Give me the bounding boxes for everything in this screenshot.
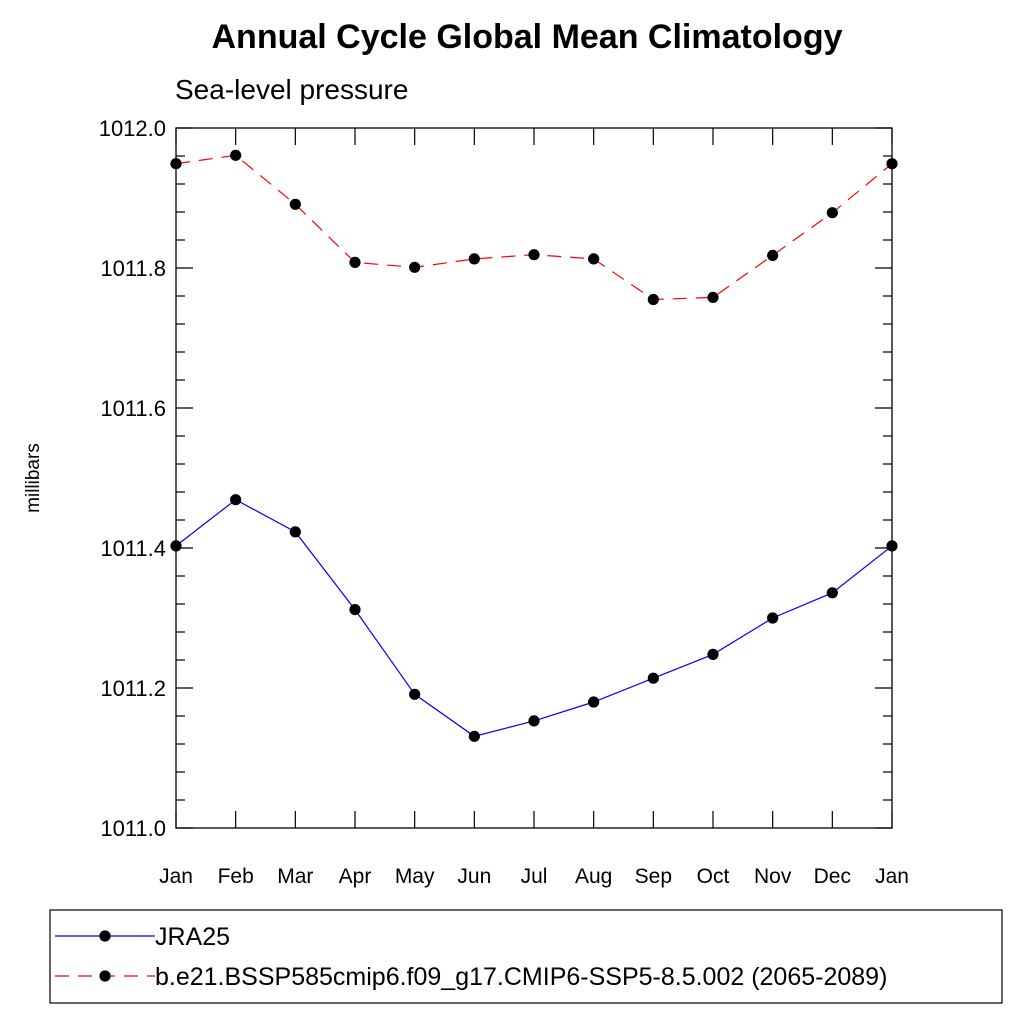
series-2-point <box>289 198 301 210</box>
series-1-point <box>468 730 480 742</box>
x-tick-label: May <box>395 865 435 888</box>
series-1-point <box>767 612 779 624</box>
legend: JRA25 b.e21.BSSP585cmip6.f09_g17.CMIP6-S… <box>49 909 1003 1004</box>
x-tick-label: Nov <box>754 865 792 888</box>
y-tick-label: 1011.6 <box>100 396 166 421</box>
x-tick-label: Apr <box>339 865 372 888</box>
series-2-point <box>707 291 719 303</box>
series-1-point <box>588 696 600 708</box>
series-2-point <box>170 158 182 170</box>
y-tick-label: 1011.2 <box>100 676 166 701</box>
series-1-point <box>707 648 719 661</box>
y-tick-label: 1011.8 <box>100 256 166 281</box>
x-tick-label: Mar <box>277 865 313 888</box>
x-tick-label: Jan <box>875 865 909 888</box>
legend-entry-1: JRA25 <box>55 923 230 951</box>
series-layer <box>170 149 898 742</box>
series-2-point <box>528 249 540 261</box>
series-1-point <box>230 494 242 506</box>
x-tick-label: Dec <box>814 865 851 888</box>
series-line-1 <box>175 498 893 737</box>
legend-box <box>49 909 1003 1004</box>
series-2-point <box>588 253 600 265</box>
y-axis: 1011.0 1011.2 1011.4 1011.6 1011.8 1012.0 <box>99 116 892 841</box>
x-tick-label: Jan <box>159 865 193 888</box>
legend-label-2: b.e21.BSSP585cmip6.f09_g17.CMIP6-SSP5-8.… <box>155 963 887 991</box>
series-2-point <box>349 256 361 268</box>
legend-label-1: JRA25 <box>155 923 230 951</box>
x-tick-label: Feb <box>218 865 254 888</box>
x-tick-label: Oct <box>697 865 730 888</box>
series-1-point <box>826 587 838 599</box>
series-2-point <box>230 149 242 161</box>
series-line-2 <box>175 154 893 301</box>
x-axis: Jan Feb Mar Apr May Jun Jul Aug Sep Oct Nov Dec Jan <box>159 128 909 888</box>
y-tick-label: 1011.4 <box>100 536 166 561</box>
series-2-point <box>647 293 659 306</box>
series-2-point <box>409 261 421 273</box>
chart-title: Annual Cycle Global Mean Climatology <box>212 18 843 56</box>
legend-entry-2: b.e21.BSSP585cmip6.f09_g17.CMIP6-SSP5-8.… <box>55 963 887 991</box>
y-axis-label: millibars <box>23 443 44 513</box>
y-tick-label: 1012.0 <box>99 116 166 141</box>
x-tick-label: Sep <box>635 865 672 888</box>
series-2-point <box>468 253 480 265</box>
series-1-point <box>528 715 540 727</box>
series-1-point <box>886 540 898 552</box>
x-tick-label: Jul <box>521 865 548 888</box>
chart-subtitle: Sea-level pressure <box>175 74 408 105</box>
series-1-point <box>289 526 301 538</box>
series-1-point <box>349 604 361 616</box>
legend-swatch-marker-1 <box>99 930 111 942</box>
series-1-point <box>647 672 659 684</box>
series-2-point <box>767 249 779 261</box>
series-2-point <box>826 207 838 219</box>
series-2-point <box>886 158 898 170</box>
series-1-point <box>409 688 421 700</box>
x-tick-label: Aug <box>575 865 612 888</box>
x-tick-label: Jun <box>457 865 491 888</box>
legend-swatch-marker-2 <box>99 970 111 982</box>
y-tick-label: 1011.0 <box>100 816 166 841</box>
series-1-point <box>170 540 182 552</box>
